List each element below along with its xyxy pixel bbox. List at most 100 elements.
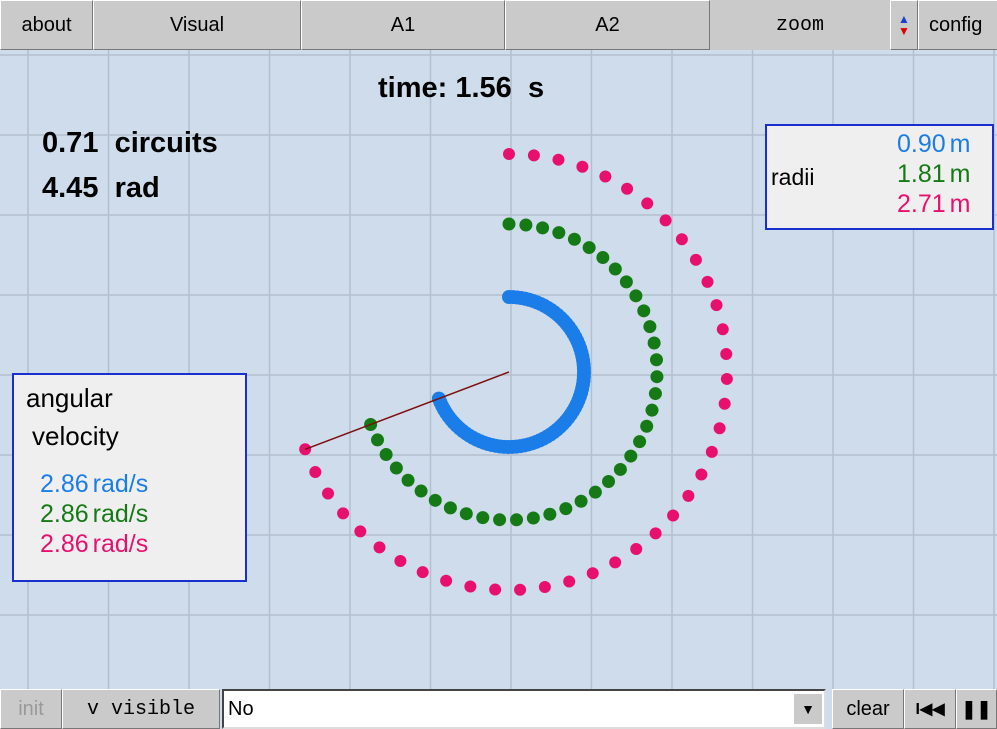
a1-tab[interactable]: A1 bbox=[301, 0, 505, 50]
trail-dot bbox=[720, 348, 733, 361]
value-row: 2.86 rad/s bbox=[40, 500, 148, 529]
time-readout: time: 1.56 s bbox=[378, 72, 544, 105]
trail-dot bbox=[667, 509, 680, 522]
time-value: 1.56 bbox=[455, 72, 512, 104]
trail-dot bbox=[401, 473, 415, 487]
clear-button[interactable]: clear bbox=[832, 689, 904, 729]
value-row: 0.90 m bbox=[897, 130, 971, 159]
trail-dot bbox=[373, 541, 386, 554]
circuits-label: circuits bbox=[114, 127, 218, 159]
trail-dot bbox=[608, 262, 622, 276]
trail-dot bbox=[563, 575, 576, 588]
unit: rad/s bbox=[92, 470, 149, 498]
trail-dot bbox=[503, 148, 515, 160]
trail-dot bbox=[641, 197, 654, 210]
trail-dot bbox=[643, 320, 657, 334]
trail-dot bbox=[394, 555, 407, 568]
trail-dot bbox=[538, 581, 551, 594]
trail-dot bbox=[493, 513, 507, 527]
trail-dot bbox=[582, 241, 596, 255]
unit: rad/s bbox=[92, 500, 149, 528]
trail-dot bbox=[633, 435, 647, 449]
trail-dot bbox=[705, 445, 718, 458]
trail-dot bbox=[464, 580, 477, 593]
trail-dot bbox=[701, 275, 714, 288]
unit: rad/s bbox=[92, 530, 149, 558]
radii-box: radii 0.90 m 1.81 m 2.71 m bbox=[765, 124, 994, 230]
trail-dot bbox=[576, 160, 589, 173]
trail-dot bbox=[459, 507, 473, 521]
unit: m bbox=[949, 160, 971, 188]
value: 2.86 bbox=[40, 500, 89, 528]
trail-dot bbox=[379, 448, 393, 462]
visual-tab[interactable]: Visual bbox=[93, 0, 301, 50]
trail-dot bbox=[440, 574, 453, 587]
trail-dot bbox=[443, 501, 457, 515]
trail-dot bbox=[613, 462, 627, 476]
angle-value: 4.45 bbox=[42, 172, 99, 204]
trail-dot bbox=[574, 494, 588, 508]
rewind-button[interactable]: I◀◀ bbox=[904, 689, 956, 729]
circuits-readout: 0.71 circuits bbox=[42, 127, 218, 160]
trail-dot bbox=[621, 182, 634, 195]
value: 2.71 bbox=[897, 190, 946, 218]
trail-dot bbox=[649, 527, 662, 540]
trail-dot bbox=[526, 511, 540, 525]
trail-dot bbox=[389, 461, 403, 475]
trail-dot bbox=[630, 543, 643, 556]
trail-dot bbox=[695, 468, 708, 481]
about-button[interactable]: about bbox=[0, 0, 93, 50]
circuits-value: 0.71 bbox=[42, 127, 99, 159]
av-title-2: velocity bbox=[32, 421, 119, 451]
trail-dot bbox=[609, 556, 622, 569]
value: 2.86 bbox=[40, 470, 89, 498]
trail-dot bbox=[489, 583, 502, 596]
trail-dot bbox=[510, 513, 524, 527]
value: 0.90 bbox=[897, 130, 946, 158]
value: 2.86 bbox=[40, 530, 89, 558]
time-unit: s bbox=[527, 72, 545, 104]
value-row: 2.71 m bbox=[897, 190, 971, 219]
trail-dot bbox=[527, 149, 540, 162]
trail-dot bbox=[559, 502, 573, 516]
select-box[interactable]: No ▼ bbox=[222, 689, 826, 729]
select-value: No bbox=[228, 697, 254, 720]
trail-dot bbox=[322, 487, 335, 500]
trail-dot bbox=[309, 466, 322, 479]
radii-title: radii bbox=[771, 164, 815, 190]
trail-dot bbox=[354, 525, 367, 538]
trail-dot bbox=[624, 449, 638, 463]
trail-dot bbox=[637, 304, 651, 318]
trail-dot bbox=[720, 372, 733, 385]
unit: m bbox=[949, 130, 971, 158]
angle-readout: 4.45 rad bbox=[42, 172, 160, 205]
zoom-spinner[interactable]: ▲ ▼ bbox=[890, 0, 918, 50]
unit: m bbox=[949, 190, 971, 218]
init-button[interactable]: init bbox=[0, 689, 62, 729]
trail-dot bbox=[371, 433, 385, 447]
trail-dot bbox=[543, 507, 557, 521]
trail-dot bbox=[716, 323, 729, 336]
trail-dot bbox=[648, 387, 662, 401]
trail-dot bbox=[710, 299, 723, 312]
trail-dot bbox=[567, 232, 581, 246]
trail-dot bbox=[640, 419, 654, 433]
trail-dot bbox=[502, 217, 516, 231]
trail-dot bbox=[599, 170, 612, 183]
pause-button[interactable]: ❚❚ bbox=[956, 689, 997, 729]
trail-dot bbox=[586, 567, 599, 580]
trail-dot bbox=[645, 403, 659, 417]
trail-dot bbox=[414, 484, 428, 498]
dropdown-arrow[interactable]: ▼ bbox=[794, 694, 822, 724]
config-button[interactable]: config bbox=[918, 0, 997, 50]
trail-dot bbox=[588, 485, 602, 499]
a2-tab[interactable]: A2 bbox=[505, 0, 710, 50]
v-visible-label: v visible bbox=[62, 689, 220, 729]
angular-velocity-box: angular velocity 2.86 rad/s 2.86 rad/s 2.86 r… bbox=[12, 373, 247, 582]
trail-dot bbox=[650, 370, 664, 384]
trail-dot bbox=[649, 353, 663, 367]
angle-label: rad bbox=[114, 172, 160, 204]
trail-dot bbox=[647, 336, 661, 350]
trail-dot bbox=[718, 397, 731, 410]
value-row: 2.86 rad/s bbox=[40, 530, 148, 559]
